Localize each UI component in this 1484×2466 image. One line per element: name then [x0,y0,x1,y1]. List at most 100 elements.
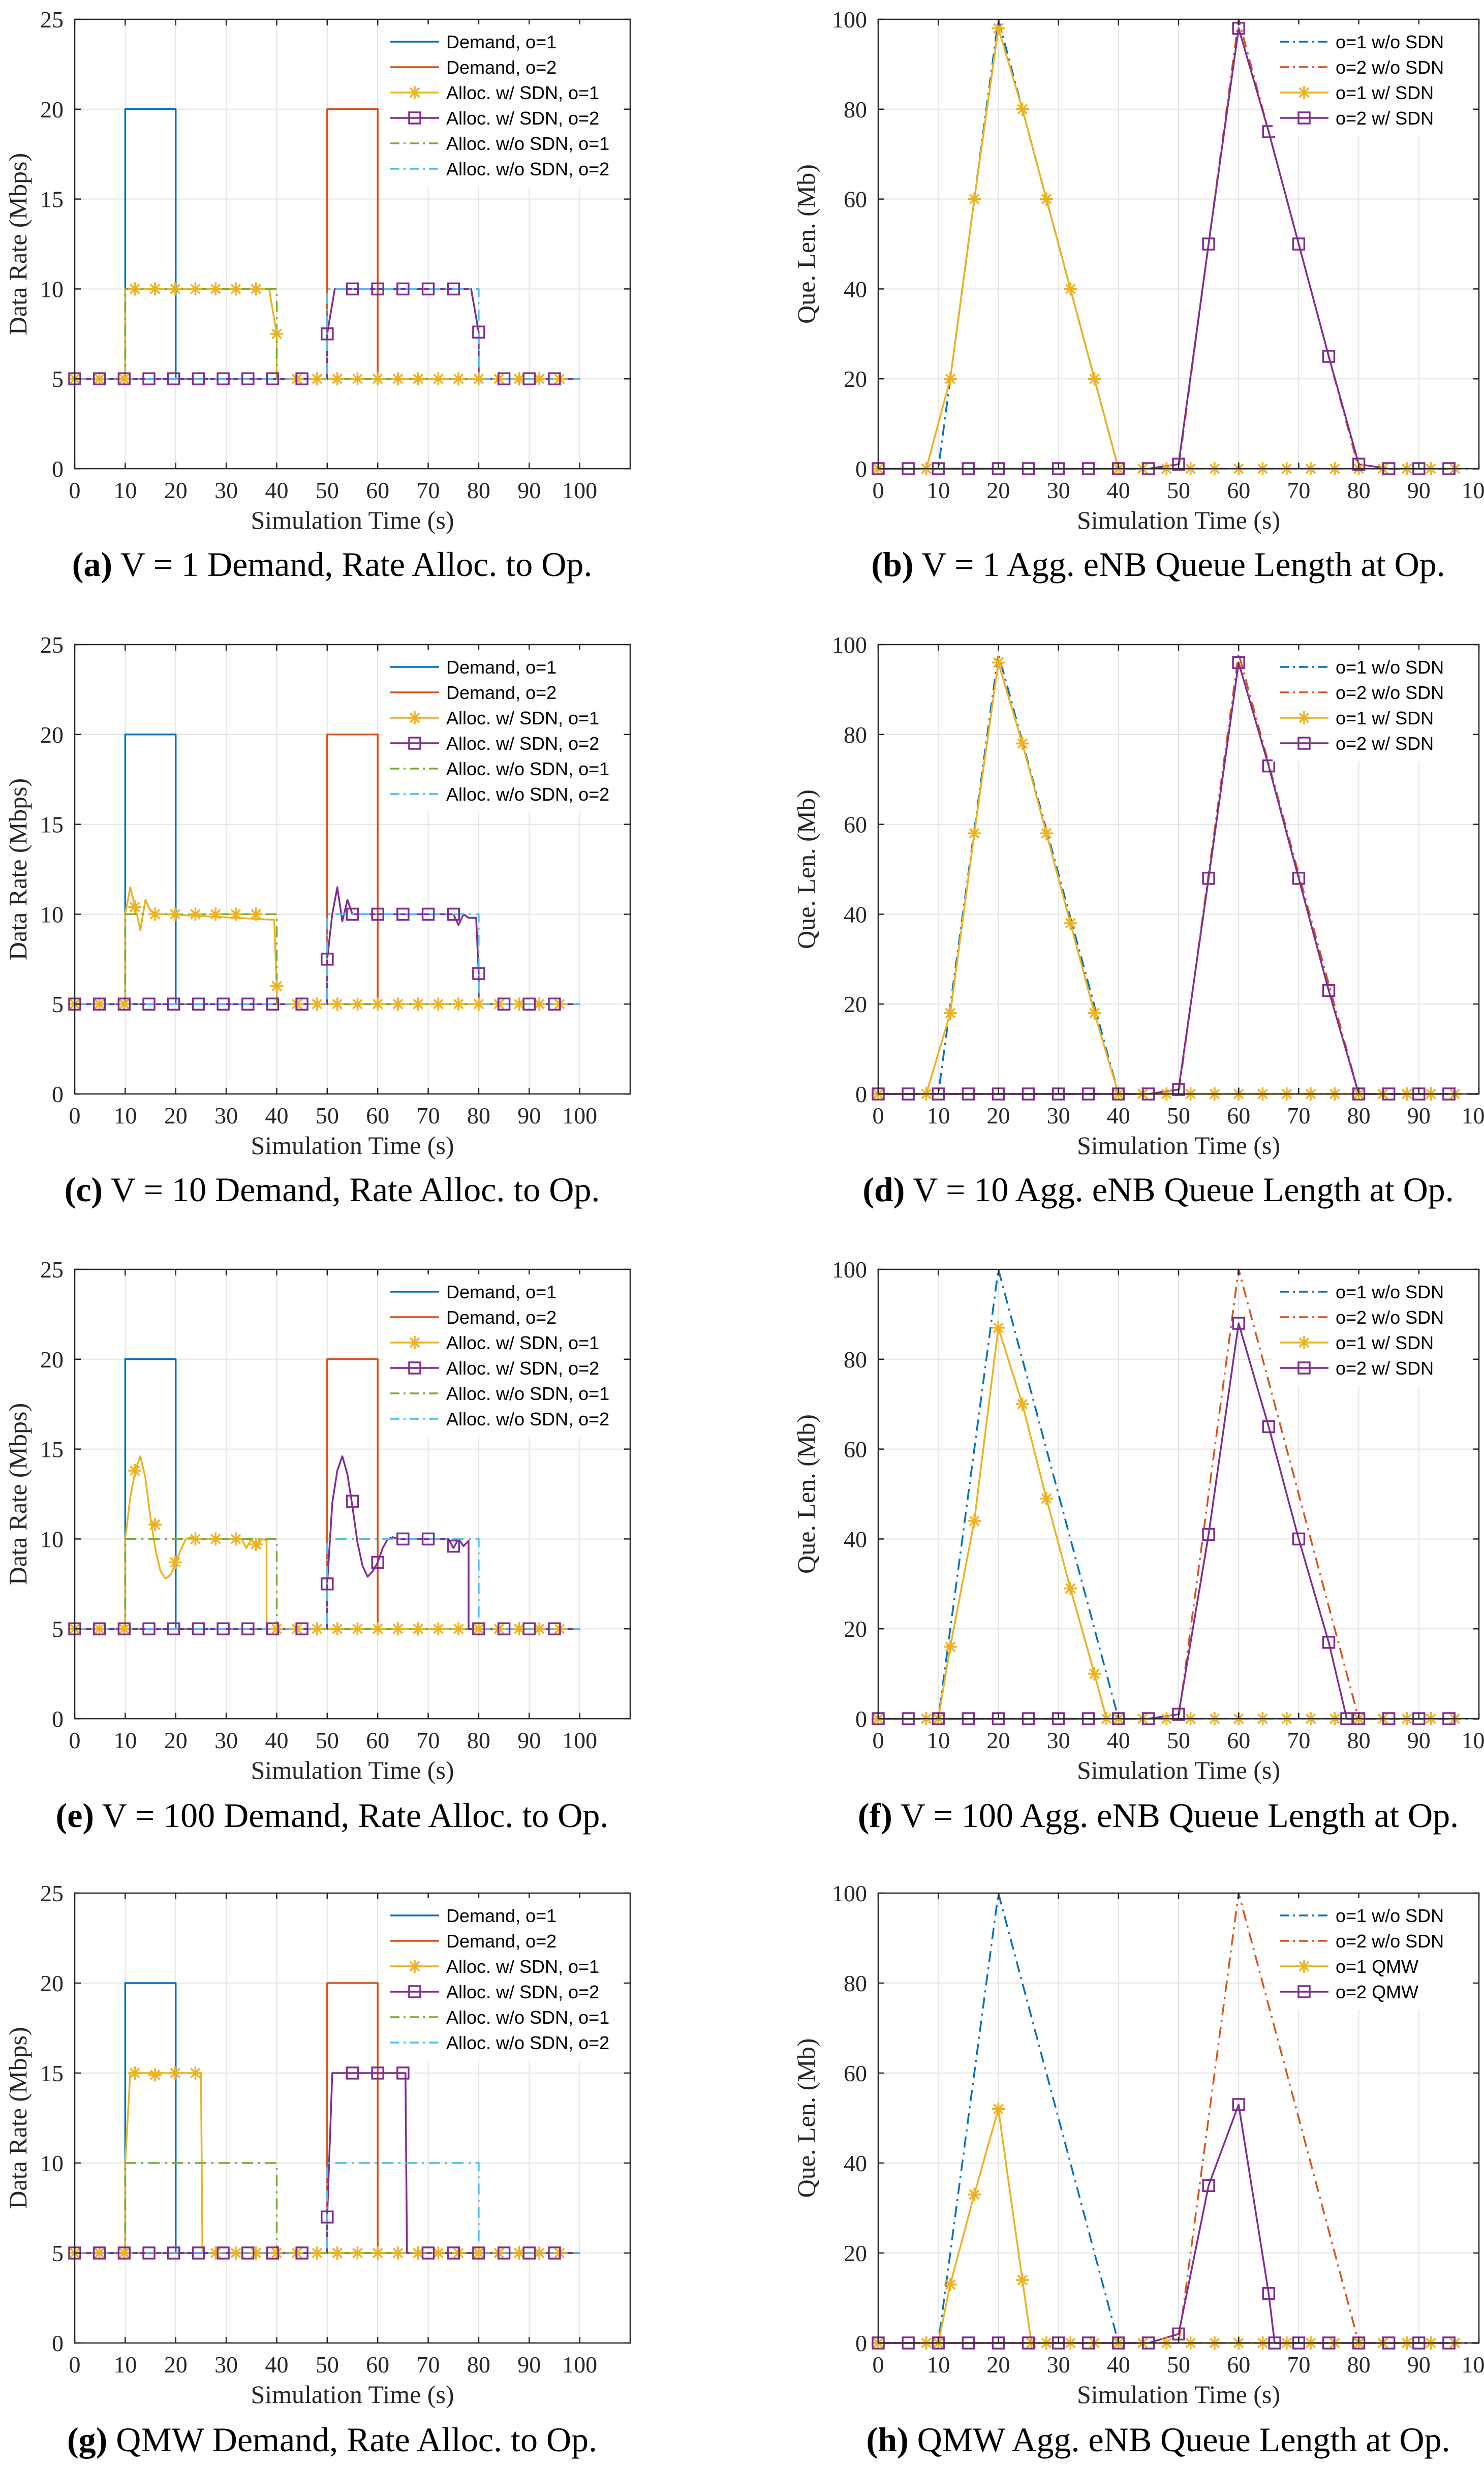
data-point-star [371,2246,385,2260]
legend: Demand, o=1 Demand, o=2 Alloc. w/ SDN, o=1… [383,24,622,187]
data-point-square [472,1622,485,1635]
x-tick-label: 90 [517,1727,541,1753]
y-tick-label: 20 [844,2240,867,2266]
data-point-square [497,372,511,385]
x-tick-label: 90 [1407,1103,1431,1129]
caption: (e) V = 100 Demand, Rate Alloc. to Op. [56,1796,609,1835]
x-tick-label: 50 [1167,2352,1190,2378]
data-point-square [217,372,230,385]
x-axis-title: Simulation Time (s) [251,1756,454,1784]
x-tick-label: 60 [1227,477,1250,503]
legend-box [383,24,622,187]
x-tick-label: 20 [986,477,1010,503]
data-point-star [1039,1491,1053,1505]
data-point-star [128,282,142,296]
caption: (c) V = 10 Demand, Rate Alloc. to Op. [65,1170,600,1209]
data-point-square [1202,1528,1215,1541]
y-tick-label: 15 [40,812,64,838]
legend-marker-star [1297,1960,1311,1973]
legend-label: Alloc. w/o SDN, o=2 [446,784,609,805]
y-tick-label: 40 [844,2150,867,2176]
x-tick-label: 10 [113,1103,137,1129]
axes-box [74,18,631,470]
x-tick-label: 80 [1347,2352,1371,2378]
data-point-square [472,2246,485,2260]
data-point-star [1064,282,1077,296]
data-point-square [396,282,410,296]
data-point-square [295,372,308,385]
data-point-square [266,997,280,1011]
data-point-star [249,1538,263,1551]
x-tick-label: 40 [265,2352,288,2378]
chart-panel-a: 0 10 20 30 40 50 60 70 80 90 100 0 5 10 15 20 25 Simulati… [4,7,631,584]
y-tick-label: 5 [52,366,64,392]
x-tick-label: 60 [1227,1103,1250,1129]
data-point-star [1015,2273,1029,2287]
data-point-star [943,2277,957,2291]
caption-text: V = 10 Agg. eNB Queue Length at Op. [905,1170,1454,1209]
data-point-square [371,2066,384,2080]
data-point-star [1064,1581,1077,1595]
series-line-g-3 [75,2072,580,2254]
data-point-square [321,953,334,966]
x-tick-label: 40 [1107,1103,1130,1129]
data-point-square [241,997,255,1011]
legend-label: Alloc. w/o SDN, o=1 [446,2007,609,2028]
caption-text: V = 10 Demand, Rate Alloc. to Op. [103,1170,600,1209]
chart-panel-g: 0 10 20 30 40 50 60 70 80 90 100 0 5 10 15 20 25 Simulati… [4,1880,631,2459]
data-point-star [411,372,425,386]
x-tick-label: 80 [467,477,490,503]
legend-label: o=1 w/ SDN [1336,82,1434,103]
data-point-square [1202,237,1215,251]
caption-text: V = 100 Agg. eNB Queue Length at Op. [892,1796,1459,1835]
caption-text: V = 1 Demand, Rate Alloc. to Op. [112,545,592,584]
y-axis-title: Que. Len. (Mb) [792,164,820,324]
y-tick-label: 20 [40,722,64,748]
caption: (f) V = 100 Agg. eNB Queue Length at Op. [858,1796,1459,1835]
data-point-star [431,372,445,386]
data-point-square [1232,1317,1245,1330]
data-point-star [270,979,284,993]
data-point-square [142,1622,156,1635]
legend-box [383,650,622,812]
data-point-star [992,2102,1005,2116]
data-point-square [266,2246,280,2260]
caption-label: (h) [867,2420,909,2459]
data-point-square [522,2246,536,2260]
x-tick-label: 70 [1287,2352,1310,2378]
y-tick-label: 0 [52,2330,64,2356]
y-tick-label: 20 [40,1970,64,1996]
x-tick-label: 30 [1047,2352,1070,2378]
legend-marker-square [1297,1985,1311,1998]
legend-label: o=1 w/o SDN [1336,1282,1444,1302]
series-line-c-5 [75,913,580,1005]
legend-label: Alloc. w/ SDN, o=1 [446,82,599,103]
data-point-star [943,1640,957,1654]
data-point-square [497,2246,511,2260]
data-point-square [295,997,308,1011]
y-tick-label: 100 [832,1880,867,1906]
legend-label: o=1 w/ SDN [1336,1332,1434,1353]
data-point-star [512,2246,526,2260]
x-tick-label: 0 [69,477,81,503]
legend-marker-square [1297,111,1311,125]
data-point-square [421,282,435,296]
caption-text: QMW Demand, Rate Alloc. to Op. [107,2420,597,2459]
x-tick-label: 100 [562,477,597,503]
axes-box [74,1892,631,2344]
y-tick-label: 0 [52,456,64,482]
data-point-star [391,997,405,1011]
legend-marker-square [1297,1361,1311,1375]
caption-label: (a) [72,545,112,584]
caption-label: (c) [65,1170,103,1209]
legend: o=1 w/o SDN o=2 w/o SDN o=1 w/ SDN o=2 w/ S… [1273,1274,1471,1386]
data-point-square [1292,871,1306,885]
data-point-star [992,21,1005,35]
data-point-star [229,1532,242,1546]
data-point-square [472,325,485,339]
data-point-star [1039,827,1053,840]
legend-label: Alloc. w/o SDN, o=1 [446,133,609,154]
legend-label: Alloc. w/ SDN, o=1 [446,1956,599,1977]
data-point-star [512,997,526,1011]
